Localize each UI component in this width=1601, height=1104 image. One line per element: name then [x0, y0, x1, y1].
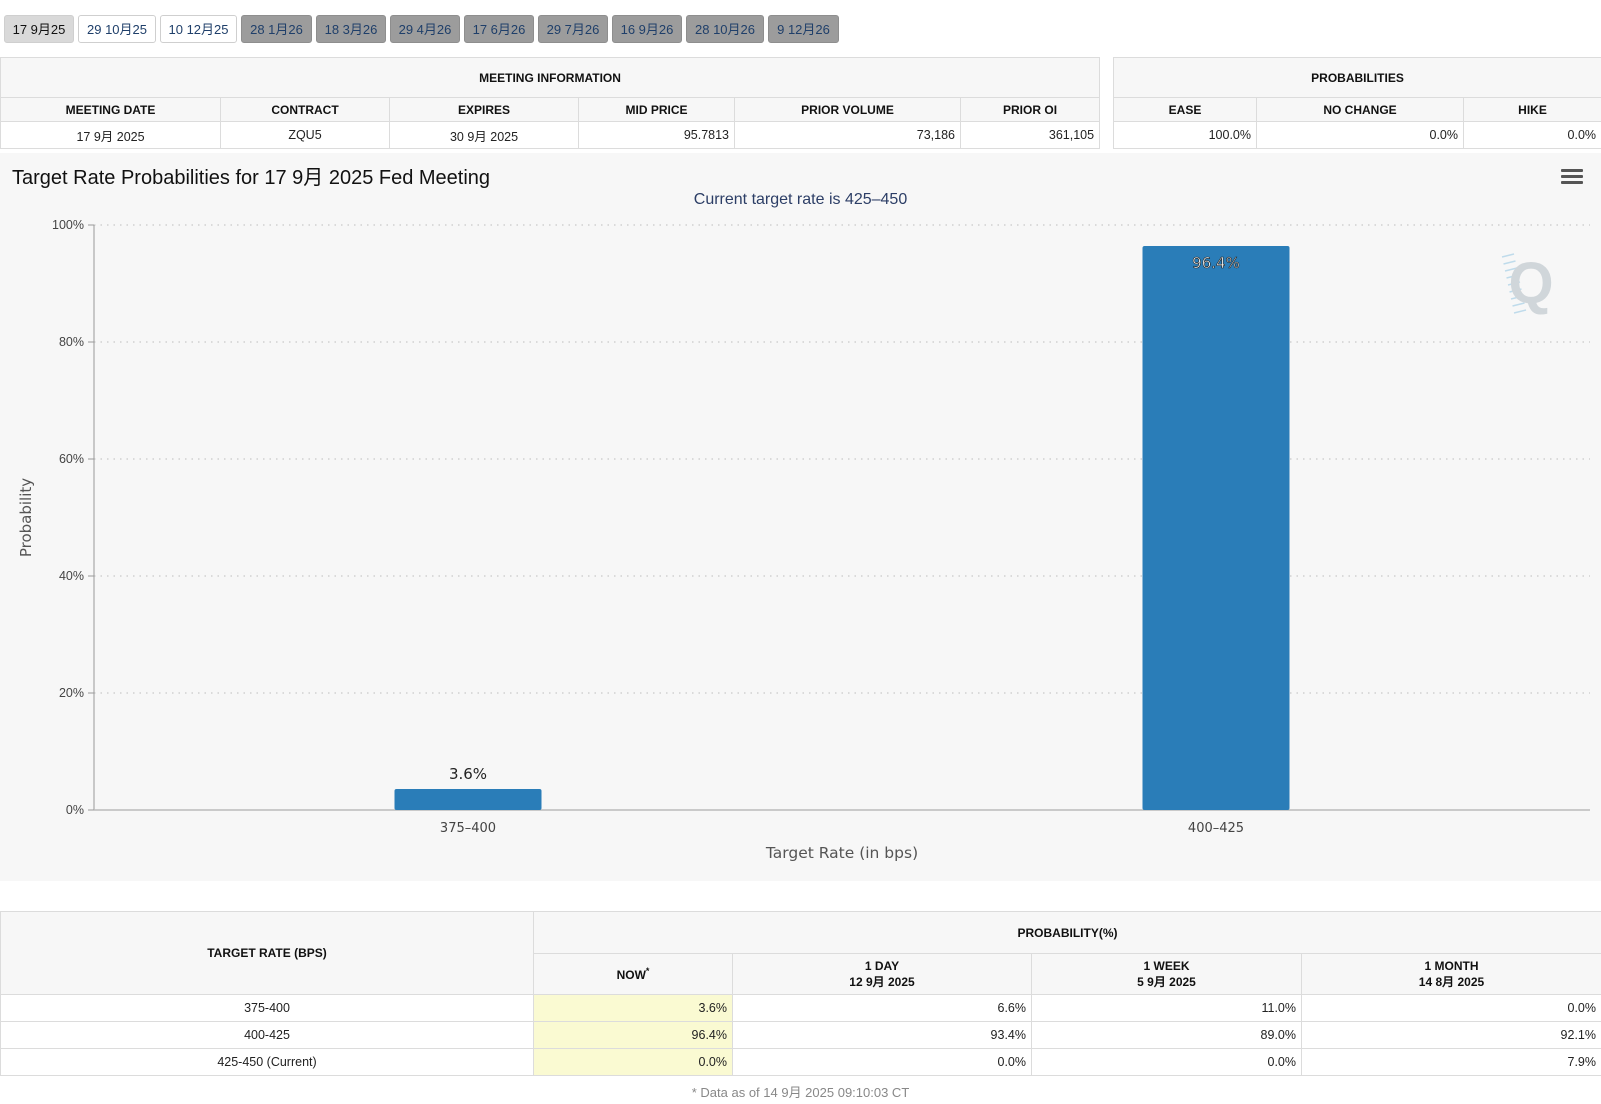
- meeting-information-header: MEETING INFORMATION: [0, 57, 1101, 98]
- probability-cell: 0.0%: [533, 1048, 733, 1076]
- bar: [1142, 246, 1290, 810]
- chart-title: Target Rate Probabilities for 17 9月 2025…: [12, 167, 491, 189]
- column-date: 14 8月 2025: [1418, 974, 1485, 989]
- target-rate-cell: 400-425: [0, 1021, 534, 1049]
- x-axis-title: Target Rate (in bps): [765, 844, 918, 862]
- prior-oi-value: 361,105: [959, 121, 1101, 149]
- data-timestamp-footnote: * Data as of 14 9月 2025 09:10:03 CT: [691, 1085, 910, 1100]
- y-axis-title: Probability: [17, 478, 35, 557]
- tab-meeting-date[interactable]: 9 12月26: [768, 15, 839, 43]
- probability-cell: 0.0%: [732, 1048, 1032, 1076]
- prior-volume-value: 73,186: [734, 121, 961, 149]
- hamburger-menu-icon[interactable]: [1561, 166, 1583, 186]
- meeting-date-value: 17 9月 2025: [0, 121, 221, 149]
- probability-cell: 11.0%: [1031, 994, 1302, 1022]
- column-period: 1 WEEK: [1143, 958, 1190, 973]
- no-change-value: 0.0%: [1256, 121, 1464, 149]
- probability-cell: 92.1%: [1301, 1021, 1601, 1049]
- probability-cell: 93.4%: [732, 1021, 1032, 1049]
- y-tick-label: 0%: [66, 803, 84, 817]
- y-tick-label: 20%: [59, 686, 84, 700]
- probability-cell: 3.6%: [533, 994, 733, 1022]
- probability-cell: 7.9%: [1301, 1048, 1601, 1076]
- x-tick-label: 400–425: [1188, 821, 1244, 836]
- column-header: PRIOR OI: [959, 97, 1101, 122]
- column-period: 1 MONTH: [1424, 958, 1479, 973]
- probability-history-table: TARGET RATE (BPS) PROBABILITY(%) NOW* 1 …: [0, 911, 1601, 1076]
- tab-meeting-date[interactable]: 17 9月25: [4, 15, 74, 43]
- ease-value: 100.0%: [1113, 121, 1257, 149]
- y-tick-label: 80%: [59, 335, 84, 349]
- probabilities-header: PROBABILITIES: [1112, 57, 1601, 98]
- probability-cell: 0.0%: [1301, 994, 1601, 1022]
- probabilities-table: PROBABILITIES EASE NO CHANGE HIKE 100.0%…: [1112, 57, 1601, 149]
- column-header-1-week: 1 WEEK 5 9月 2025: [1031, 953, 1302, 995]
- contract-value: ZQU5: [220, 121, 390, 149]
- target-rate-header: TARGET RATE (BPS): [0, 911, 534, 995]
- probability-cell: 89.0%: [1031, 1021, 1302, 1049]
- probability-bar-chart: 0% 20% 40% 60% 80% 100% 3.6% 375–400 96.4% 400–42…: [17, 218, 1590, 862]
- data-label: 3.6%: [449, 765, 487, 783]
- probability-group-header: PROBABILITY(%): [533, 911, 1601, 954]
- column-header: EXPIRES: [389, 97, 579, 122]
- chart-subtitle: Current target rate is 425–450: [693, 191, 908, 208]
- svg-text:Q: Q: [1508, 251, 1553, 316]
- column-header: HIKE: [1462, 97, 1601, 122]
- target-rate-cell: 425-450 (Current): [0, 1048, 534, 1076]
- tab-meeting-date[interactable]: 29 7月26: [538, 15, 608, 43]
- column-period: 1 DAY: [864, 958, 900, 973]
- tab-meeting-date[interactable]: 16 9月26: [612, 15, 682, 43]
- table-row: 400-425 96.4% 93.4% 89.0% 92.1%: [0, 1021, 1601, 1049]
- column-header-now: NOW*: [533, 953, 733, 995]
- hike-value: 0.0%: [1462, 121, 1601, 149]
- now-label: NOW: [616, 968, 646, 982]
- tab-meeting-date[interactable]: 28 1月26: [241, 15, 312, 43]
- tab-meeting-date[interactable]: 17 6月26: [464, 15, 534, 43]
- tab-meeting-date[interactable]: 28 10月26: [686, 15, 764, 43]
- column-header: EASE: [1113, 97, 1257, 122]
- probability-cell: 96.4%: [533, 1021, 733, 1049]
- column-header: PRIOR VOLUME: [734, 97, 961, 122]
- y-tick-label: 60%: [59, 452, 84, 466]
- y-tick-label: 40%: [59, 569, 84, 583]
- mid-price-value: 95.7813: [578, 121, 735, 149]
- column-date: 12 9月 2025: [849, 974, 915, 989]
- column-header: MID PRICE: [578, 97, 735, 122]
- target-rate-cell: 375-400: [0, 994, 534, 1022]
- now-footnote-mark: *: [645, 966, 650, 976]
- table-row: 425-450 (Current) 0.0% 0.0% 0.0% 7.9%: [0, 1048, 1601, 1076]
- x-tick-label: 375–400: [440, 821, 496, 836]
- probability-cell: 0.0%: [1031, 1048, 1302, 1076]
- meeting-information-table: MEETING INFORMATION MEETING DATE CONTRAC…: [0, 57, 1101, 149]
- bar: [394, 788, 542, 810]
- cme-q-logo-icon: Q: [1501, 251, 1554, 316]
- y-tick-label: 100%: [52, 218, 84, 232]
- tab-meeting-date[interactable]: 29 4月26: [390, 15, 460, 43]
- column-header-1-day: 1 DAY 12 9月 2025: [732, 953, 1032, 995]
- column-header: MEETING DATE: [0, 97, 221, 122]
- column-date: 5 9月 2025: [1137, 974, 1196, 989]
- probability-cell: 6.6%: [732, 994, 1032, 1022]
- column-header: CONTRACT: [220, 97, 390, 122]
- tab-meeting-date[interactable]: 18 3月26: [316, 15, 386, 43]
- tab-meeting-date[interactable]: 10 12月25: [160, 15, 237, 43]
- table-row: 375-400 3.6% 6.6% 11.0% 0.0%: [0, 994, 1601, 1022]
- tab-meeting-date[interactable]: 29 10月25: [78, 15, 156, 43]
- column-header-1-month: 1 MONTH 14 8月 2025: [1301, 953, 1601, 995]
- expires-value: 30 9月 2025: [389, 121, 579, 149]
- data-label: 96.4%: [1192, 254, 1240, 272]
- column-header: NO CHANGE: [1256, 97, 1464, 122]
- chart-panel: 0% 20% 40% 60% 80% 100% 3.6% 375–400 96.4% 400–42…: [0, 153, 1601, 881]
